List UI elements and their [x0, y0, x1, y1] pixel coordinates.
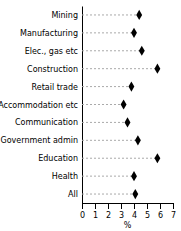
dot [132, 189, 138, 199]
y-tick-label: Elec., gas etc [25, 47, 78, 56]
dot [131, 28, 137, 38]
y-tick-label: Manufacturing [20, 29, 78, 38]
x-tick-mark [134, 203, 135, 209]
stem [82, 194, 135, 195]
y-tick: Retail trade [32, 83, 79, 92]
dot [139, 46, 145, 56]
x-tick-mark [95, 203, 96, 209]
x-tick-mark [173, 203, 174, 209]
x-tick: 7 [171, 203, 176, 220]
stem [82, 140, 138, 141]
x-tick: 3 [119, 203, 124, 220]
y-tick: Mining [51, 11, 78, 20]
y-tick: Manufacturing [20, 29, 78, 38]
dot [128, 81, 134, 91]
x-tick: 0 [80, 203, 85, 220]
x-tick: 2 [106, 203, 111, 220]
stem [82, 86, 131, 87]
chart: 01234567 Mining Manufacturing Elec., gas et… [0, 0, 181, 231]
stem [82, 50, 142, 51]
stem [82, 32, 134, 33]
y-tick: All [68, 190, 78, 199]
x-tick: 1 [93, 203, 98, 220]
dot [125, 117, 131, 127]
dot [154, 64, 160, 74]
y-tick-label: Retail trade [32, 83, 79, 92]
stem [82, 158, 157, 159]
y-tick-label: Accommodation etc [0, 101, 78, 110]
y-tick-label: All [68, 190, 78, 199]
dot [121, 99, 127, 109]
stem [82, 68, 157, 69]
marks [82, 10, 160, 199]
x-tick-label: 5 [145, 211, 150, 220]
stem [82, 14, 139, 15]
y-tick: Government admin [1, 136, 79, 145]
x-axis-line [83, 203, 174, 204]
dot [154, 153, 160, 163]
stem [82, 176, 134, 177]
x-tick: 6 [158, 203, 163, 220]
y-tick: Elec., gas etc [25, 47, 78, 56]
dot [135, 135, 141, 145]
x-tick-label: 0 [80, 211, 85, 220]
x-tick-label: 7 [171, 211, 176, 220]
plot: 01234567 Mining Manufacturing Elec., gas et… [0, 7, 176, 231]
x-tick-label: 1 [93, 211, 98, 220]
stem [82, 104, 124, 105]
x-tick-label: 2 [106, 211, 111, 220]
y-tick-label: Government admin [1, 136, 79, 145]
y-tick: Education [38, 154, 78, 163]
x-axis: 01234567 [80, 203, 176, 220]
x-tick-mark [108, 203, 109, 209]
dot [131, 171, 137, 181]
dot [136, 10, 142, 20]
x-axis-title: % [124, 221, 132, 230]
x-tick-mark [160, 203, 161, 209]
y-tick: Accommodation etc [0, 101, 78, 110]
y-tick-label: Health [52, 172, 78, 181]
y-tick: Health [52, 172, 78, 181]
x-tick: 4 [132, 203, 137, 220]
y-tick-label: Communication [15, 118, 78, 127]
x-tick-label: 3 [119, 211, 124, 220]
y-tick: Construction [27, 65, 78, 74]
x-tick-mark [147, 203, 148, 209]
stem [82, 122, 128, 123]
x-tick-label: 4 [132, 211, 137, 220]
x-tick-label: 6 [158, 211, 163, 220]
y-tick-label: Construction [27, 65, 78, 74]
x-tick: 5 [145, 203, 150, 220]
x-tick-mark [82, 203, 83, 209]
y-tick-label: Mining [51, 11, 78, 20]
y-tick: Communication [15, 118, 78, 127]
y-axis: Mining Manufacturing Elec., gas etc Constru… [0, 7, 83, 204]
x-tick-mark [121, 203, 122, 209]
y-tick-label: Education [38, 154, 78, 163]
